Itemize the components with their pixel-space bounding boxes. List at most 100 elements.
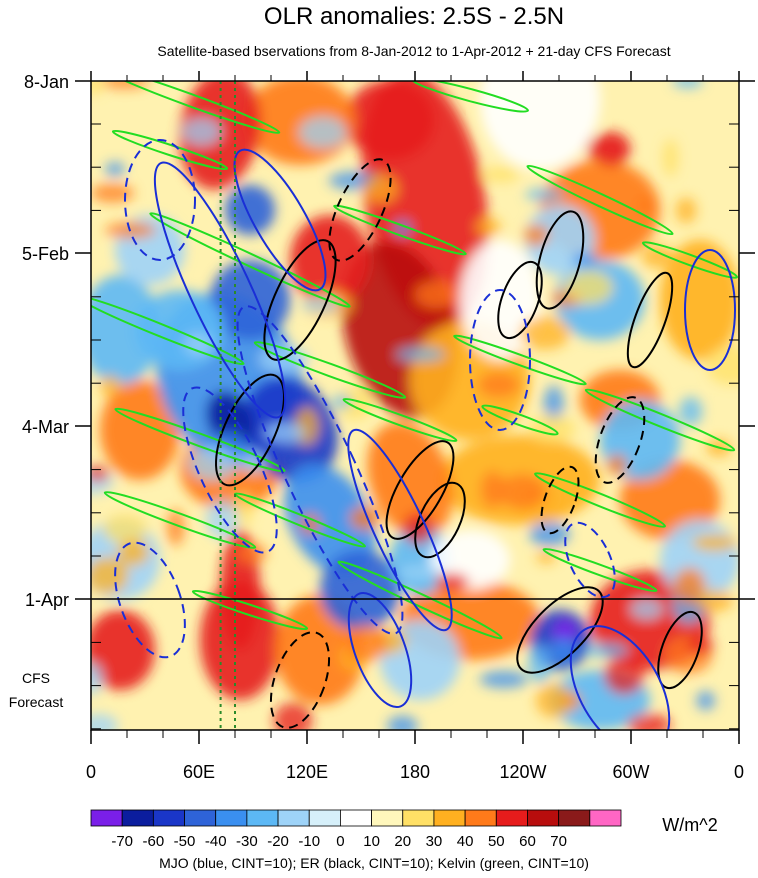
olr-anomaly-speck <box>349 506 380 531</box>
colorbar-label: -60 <box>143 833 165 850</box>
olr-anomaly-speck <box>91 183 135 203</box>
olr-anomaly-speck <box>571 252 597 267</box>
colorbar-swatch <box>184 809 217 827</box>
plot-area <box>91 81 739 730</box>
colorbar-label: -30 <box>236 833 258 850</box>
wave-contour <box>234 492 366 548</box>
colorbar-label: 50 <box>488 833 505 850</box>
wave-contour <box>411 81 529 113</box>
olr-anomaly-patch <box>345 81 435 160</box>
olr-anomaly-speck <box>673 567 706 604</box>
wave-contour <box>497 260 543 340</box>
wave-contour <box>182 386 278 554</box>
colorbar-label: -50 <box>174 833 196 850</box>
olr-anomaly-speck <box>91 81 104 95</box>
olr-anomaly-speck <box>672 81 703 89</box>
olr-anomaly-speck <box>583 643 629 658</box>
wave-contour <box>626 271 674 369</box>
colorbar-label: 20 <box>394 833 411 850</box>
x-tick-label: 60E <box>183 762 215 782</box>
wave-contour <box>540 465 580 535</box>
y-tick-label: 1-Apr <box>25 590 69 610</box>
colorbar-label: 30 <box>426 833 443 850</box>
wave-contour <box>535 210 585 310</box>
olr-anomaly-speck <box>536 550 557 564</box>
olr-anomaly-speck <box>630 598 663 620</box>
colorbar-label: -10 <box>298 833 320 850</box>
olr-anomaly-speck <box>387 715 418 730</box>
x-tick-label: 120E <box>286 762 328 782</box>
x-tick-label: 0 <box>86 762 96 782</box>
olr-anomaly-patch <box>660 240 739 360</box>
olr-anomaly-speck <box>475 217 501 237</box>
olr-anomaly-speck <box>678 396 703 426</box>
wave-contour <box>542 547 658 593</box>
olr-anomaly-patch <box>91 275 160 385</box>
olr-anomaly-speck <box>414 281 458 309</box>
olr-anomaly-speck <box>606 454 628 476</box>
colorbar-units: W/m^2 <box>662 815 717 835</box>
olr-anomaly-speck <box>675 197 697 224</box>
olr-anomaly-patch <box>245 81 355 165</box>
olr-anomaly-patch <box>284 464 376 576</box>
colorbar-swatch <box>152 809 185 827</box>
olr-anomaly-speck <box>479 670 528 689</box>
olr-anomaly-speck <box>298 116 347 149</box>
olr-anomaly-speck <box>234 492 254 526</box>
olr-anomaly-speck <box>91 662 103 695</box>
colorbar-swatch <box>277 809 310 827</box>
olr-anomaly-speck <box>396 347 446 362</box>
x-tick-label: 120W <box>499 762 546 782</box>
olr-anomaly-patch <box>91 610 155 690</box>
x-tick-label: 0 <box>734 762 744 782</box>
olr-anomaly-patch <box>620 460 720 540</box>
wave-contour <box>337 560 503 640</box>
wave-contour <box>253 341 407 399</box>
colorbar-swatch <box>589 809 622 827</box>
wave-contour <box>263 239 337 361</box>
wave-contour <box>469 289 531 431</box>
wave-contour <box>103 491 257 549</box>
olr-anomaly-speck <box>273 702 313 730</box>
wave-contour <box>99 81 281 134</box>
olr-anomaly-patch <box>480 81 600 170</box>
forecast-label-line1: CFS <box>22 670 50 686</box>
olr-anomaly-patch <box>390 525 450 595</box>
colorbar-swatch <box>121 809 154 827</box>
olr-anomaly-patch <box>210 260 290 340</box>
colorbar-swatch <box>495 809 528 827</box>
olr-anomaly-speck <box>263 422 306 443</box>
wave-contour <box>191 589 309 631</box>
x-tick-label: 180 <box>400 762 430 782</box>
olr-anomaly-speck <box>480 470 506 509</box>
colorbar-label: 0 <box>336 833 344 850</box>
olr-anomaly-speck <box>435 573 469 591</box>
wave-contour <box>584 388 736 452</box>
olr-anomaly-speck <box>603 655 645 695</box>
wave-contour <box>347 428 453 632</box>
olr-anomaly-speck <box>595 131 630 167</box>
wave-contour <box>328 158 392 262</box>
colorbar-label: -40 <box>205 833 227 850</box>
olr-anomaly-speck <box>205 499 239 539</box>
olr-anomaly-speck <box>91 556 129 595</box>
olr-anomaly-speck <box>99 375 121 397</box>
olr-anomaly-speck <box>239 450 268 474</box>
colorbar-label: 60 <box>519 833 536 850</box>
wave-contour <box>564 521 616 599</box>
olr-anomaly-speck <box>498 473 546 510</box>
wave-contour <box>347 591 413 709</box>
olr-anomaly-speck <box>397 566 441 579</box>
wave-contour <box>657 610 703 690</box>
olr-anomaly-speck <box>691 534 737 552</box>
olr-anomaly-speck <box>477 371 520 398</box>
colorbar: -70 -60 -50 -40 -30 -20 -10 0 10 20 30 40 50 60 70 <box>90 809 622 850</box>
olr-anomaly-speck <box>528 644 552 683</box>
wave-contour <box>153 161 287 419</box>
olr-anomaly-speck <box>696 589 733 612</box>
reference-lines <box>219 81 236 730</box>
x-tick-label: 60W <box>612 762 649 782</box>
wave-contour <box>526 164 674 236</box>
wave-contour <box>114 407 286 473</box>
